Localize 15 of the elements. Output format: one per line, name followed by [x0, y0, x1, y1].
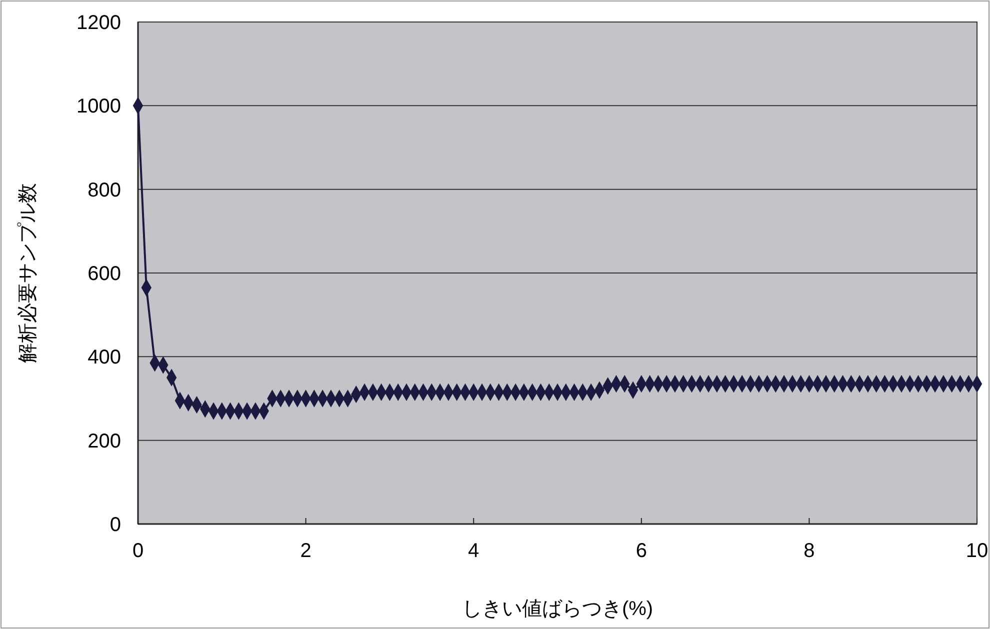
x-tick-label: 10	[966, 540, 988, 562]
x-tick-label: 0	[132, 540, 144, 562]
y-tick-label: 600	[88, 263, 121, 285]
y-tick-label: 1200	[76, 12, 121, 34]
y-tick-label: 800	[88, 179, 121, 202]
y-tick-label: 1000	[76, 96, 121, 118]
x-tick-label: 8	[804, 540, 815, 562]
x-tick-label: 4	[468, 540, 480, 562]
x-tick-label: 6	[636, 540, 647, 562]
y-tick-label: 400	[88, 346, 121, 369]
x-axis-title: しきい値ばらつき(%)	[462, 598, 654, 620]
y-tick-label: 200	[88, 430, 121, 452]
y-axis-title: 解析必要サンプル数	[17, 183, 39, 363]
y-tick-label: 0	[110, 514, 121, 536]
x-tick-label: 2	[300, 540, 312, 562]
